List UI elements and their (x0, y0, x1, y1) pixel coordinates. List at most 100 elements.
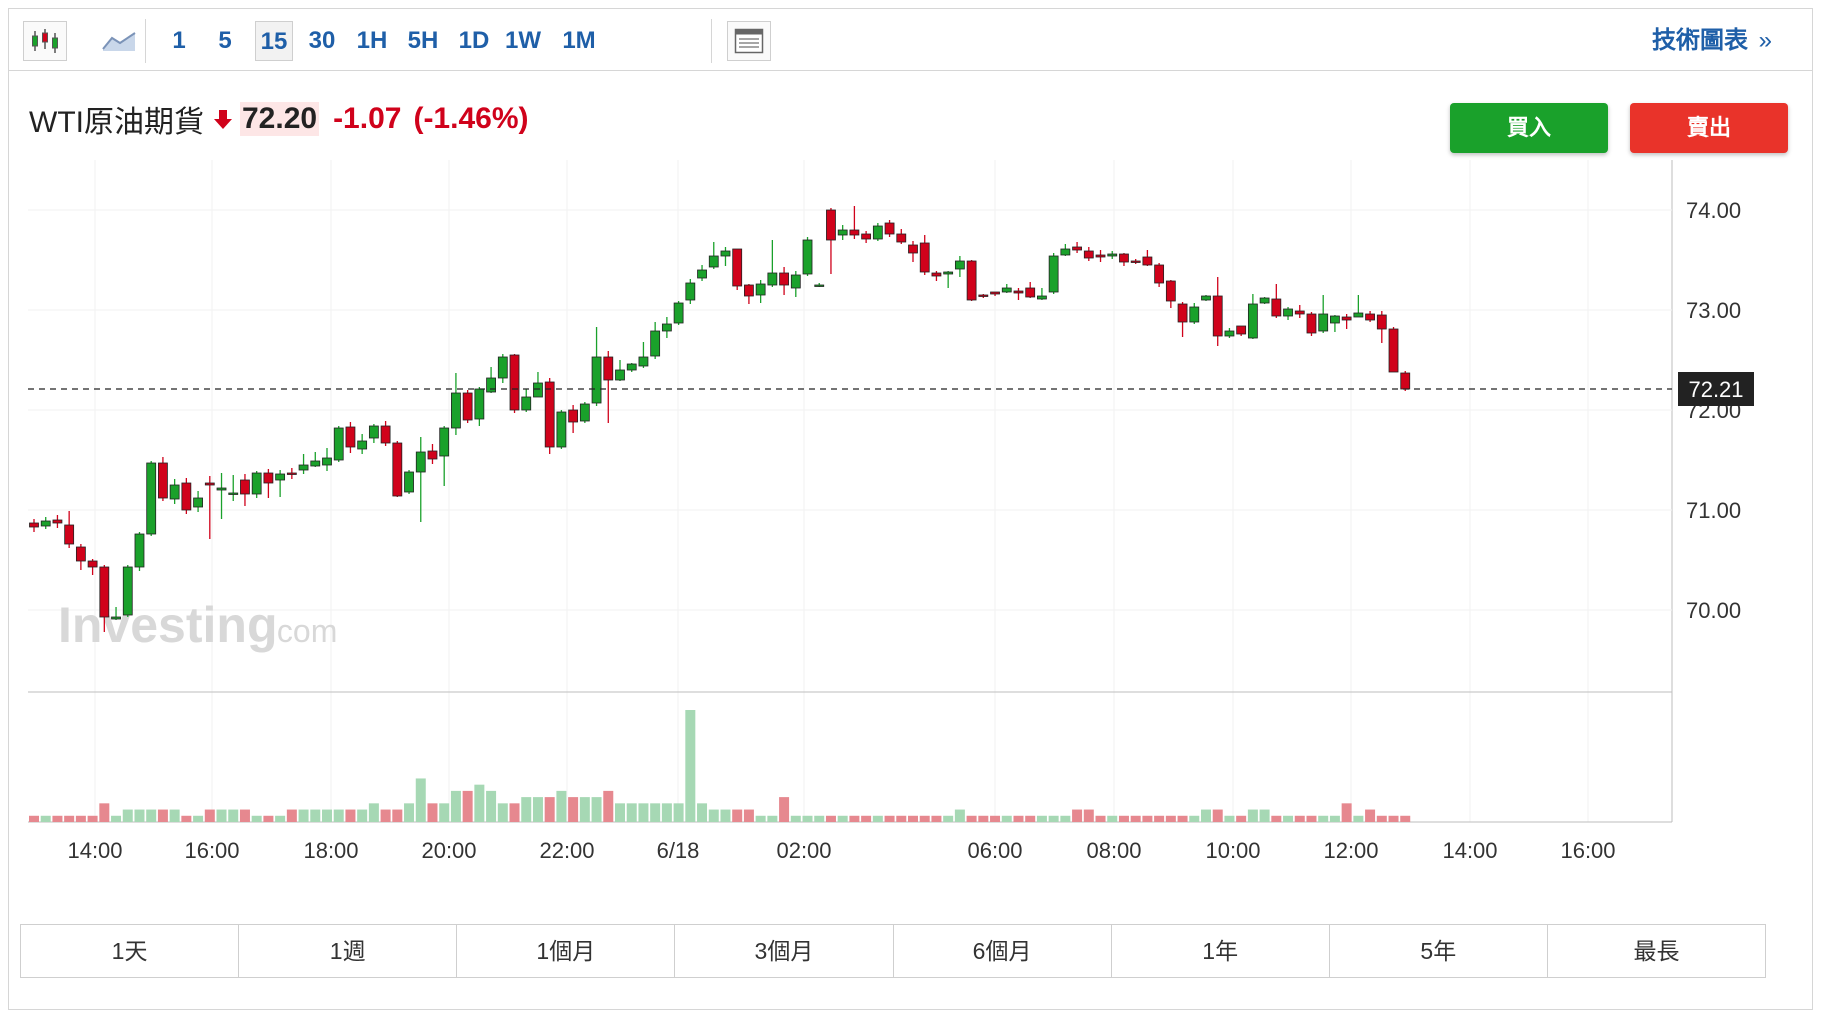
y-tick-label: 70.00 (1686, 598, 1741, 623)
x-tick-label: 22:00 (539, 838, 594, 863)
x-tick-label: 16:00 (184, 838, 239, 863)
volume-bar (685, 710, 696, 822)
double-chevron-right-icon[interactable]: » (1758, 27, 1772, 54)
range-1-month[interactable]: 1個月 (457, 925, 676, 977)
range-max[interactable]: 最長 (1633, 938, 1680, 964)
candle (1294, 305, 1305, 318)
tech-chart-link[interactable]: 技術圖表 (1652, 27, 1748, 54)
volume-bar (1247, 809, 1258, 822)
candle (228, 475, 239, 501)
volume-bar (263, 815, 274, 822)
volume-bar (790, 815, 801, 822)
x-tick-label: 6/18 (657, 838, 700, 863)
candle (884, 220, 895, 237)
candle (697, 265, 707, 281)
volume-bar (521, 797, 532, 822)
interval-1m[interactable]: 1M (562, 27, 596, 54)
interval-5[interactable]: 5 (218, 27, 232, 54)
volume-bar (896, 815, 907, 822)
buy-button[interactable]: 買入 (1450, 103, 1608, 153)
candle (474, 387, 485, 426)
candle (1271, 284, 1282, 318)
candle (1236, 325, 1247, 336)
candle (427, 444, 438, 464)
volume-bar (333, 809, 344, 822)
range-6-months[interactable]: 6個月 (894, 925, 1112, 977)
layout-icon[interactable] (727, 21, 771, 61)
volume-bar (638, 803, 649, 822)
volume-bar (825, 815, 836, 822)
candle (1025, 282, 1036, 298)
sell-button[interactable]: 賣出 (1630, 103, 1788, 153)
volume-bar (943, 815, 954, 822)
volume-bar (1001, 815, 1012, 822)
volume-bar (462, 790, 473, 822)
volume-bar (779, 797, 790, 822)
volume-bar (216, 809, 227, 822)
volume-bar (1329, 815, 1340, 822)
candle (1095, 250, 1106, 262)
interval-1d[interactable]: 1D (458, 27, 490, 54)
candle (615, 360, 625, 381)
volume-bar (1283, 815, 1294, 822)
candle (1330, 315, 1340, 332)
volume-bar (1083, 809, 1094, 822)
candle (1365, 311, 1375, 322)
volume-bar (322, 809, 332, 822)
volume-bar (568, 797, 579, 822)
candle (1072, 242, 1082, 253)
candle (802, 237, 813, 276)
range-1-year[interactable]: 1年 (1112, 925, 1330, 977)
candle (134, 532, 145, 571)
candle (673, 301, 684, 325)
volume-bar (556, 790, 567, 822)
candle (849, 206, 860, 239)
candle (1001, 284, 1012, 293)
range-3-months[interactable]: 3個月 (675, 925, 894, 977)
candle (1060, 244, 1071, 256)
candle (368, 424, 379, 443)
volume-bar (75, 815, 86, 822)
candle (1189, 303, 1200, 324)
candle (1306, 312, 1317, 336)
toolbar-divider (145, 19, 146, 63)
interval-5h[interactable]: 5H (407, 27, 439, 54)
volume-bar (169, 809, 180, 822)
volume-bar (1224, 815, 1235, 822)
interval-15[interactable]: 15 (255, 21, 293, 61)
area-chart-icon[interactable] (97, 21, 141, 61)
volume-bar (286, 809, 297, 822)
watermark-brand: Investing (58, 597, 277, 653)
volume-bar (872, 815, 883, 822)
volume-bar (661, 803, 672, 822)
candle (521, 389, 532, 412)
candlestick-icon[interactable] (23, 21, 67, 61)
volume-bar (861, 815, 872, 822)
candle (603, 351, 614, 423)
candle (29, 519, 39, 532)
range-1-week[interactable]: 1週 (239, 925, 458, 977)
candle (661, 317, 672, 338)
interval-1[interactable]: 1 (172, 27, 186, 54)
volume-bar (919, 815, 930, 822)
candle (52, 515, 63, 528)
volume-bar (345, 809, 356, 822)
volume-bar (884, 815, 895, 822)
volume-bar (767, 815, 778, 822)
volume-bar (1189, 815, 1200, 822)
candle (650, 322, 661, 359)
volume-bar (1177, 815, 1188, 822)
y-tick-label: 71.00 (1686, 498, 1741, 523)
volume-bar (978, 815, 989, 822)
last-price-marker-label: 72.21 (1688, 377, 1743, 402)
interval-30[interactable]: 30 (308, 27, 336, 54)
volume-bar (1271, 815, 1282, 822)
volume-bar (193, 815, 204, 822)
range-1-day[interactable]: 1天 (21, 925, 240, 977)
x-tick-label: 08:00 (1086, 838, 1141, 863)
interval-1h[interactable]: 1H (356, 27, 388, 54)
volume-bar (1341, 803, 1352, 822)
interval-1w[interactable]: 1W (505, 27, 541, 54)
range-5-years[interactable]: 5年 (1330, 925, 1548, 977)
volume-bar (1095, 815, 1106, 822)
